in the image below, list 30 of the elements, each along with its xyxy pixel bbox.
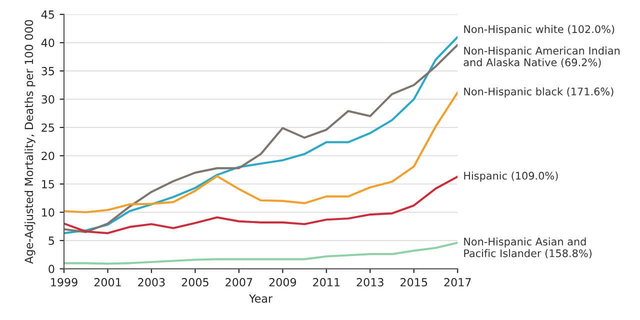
series-label: Non-Hispanic Asian and Pacific Islander (158.8%)	[464, 237, 592, 258]
series-label: Non-Hispanic black (171.6%)	[464, 87, 614, 98]
x-tick-label: 2015	[400, 278, 428, 286]
y-tick-label: 5	[48, 236, 54, 245]
x-tick-label: 2001	[94, 278, 121, 286]
series-label: Non-Hispanic American Indian and Alaska Native (69.2%)	[464, 46, 620, 68]
x-tick-label: 2009	[269, 278, 296, 286]
x-tick-label: 1999	[51, 278, 78, 286]
y-tick-label: 20	[42, 152, 54, 160]
x-tick-label: 2007	[226, 278, 252, 286]
y-tick-label: 10	[42, 208, 54, 217]
line-series	[64, 176, 458, 234]
x-tick-label: 2017	[444, 278, 471, 286]
x-axis-title: Year	[249, 294, 273, 303]
y-tick-label: 35	[42, 66, 54, 76]
line-series	[64, 242, 458, 265]
series-label: Hispanic (109.0%)	[464, 172, 558, 182]
y-tick-label: 30	[42, 95, 54, 104]
x-tick-label: 2013	[356, 278, 384, 286]
y-tick-label: 0	[48, 264, 54, 274]
y-tick-label: 15	[42, 180, 54, 188]
x-tick-label: 2005	[182, 278, 208, 286]
series-label: Non-Hispanic white (102.0%)	[464, 25, 614, 36]
y-tick-label: 45	[41, 10, 54, 19]
y-axis-title: Age-Adjusted Mortality, Deaths per 100 000	[24, 20, 36, 264]
y-tick-label: 40	[41, 38, 54, 48]
x-tick-label: 2011	[313, 278, 340, 286]
x-tick-label: 2003	[138, 278, 165, 286]
y-tick-label: 25	[42, 123, 54, 132]
line-series	[64, 91, 458, 214]
